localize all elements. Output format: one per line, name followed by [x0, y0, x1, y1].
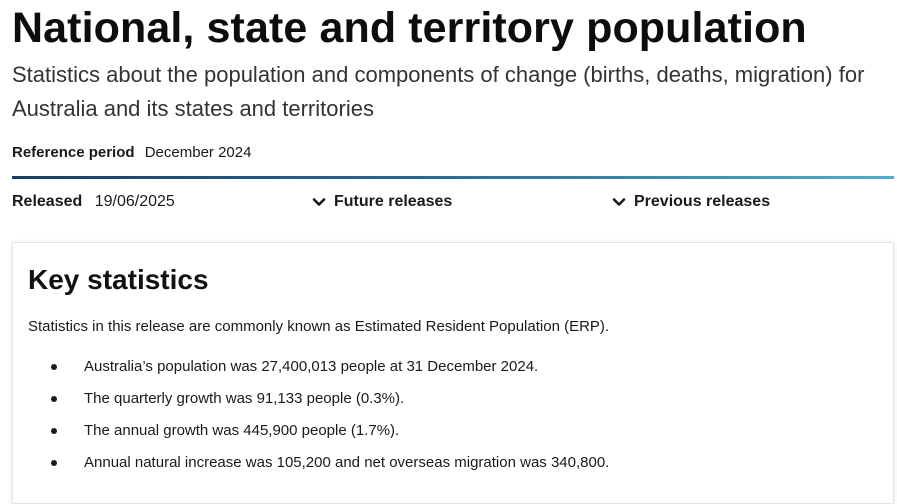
- header-divider: [12, 176, 894, 179]
- key-statistics-card: Key statistics Statistics in this releas…: [12, 242, 894, 504]
- page-subtitle: Statistics about the population and comp…: [12, 62, 865, 121]
- future-releases-toggle[interactable]: Future releases: [312, 192, 452, 212]
- list-item-text: The annual growth was 445,900 people (1.…: [84, 422, 400, 439]
- page-title: National, state and territory population: [12, 4, 807, 52]
- reference-period-value: December 2024: [144, 144, 252, 161]
- list-item-text: The quarterly growth was 91,133 people (…: [84, 390, 405, 407]
- key-statistics-title: Key statistics: [28, 264, 209, 295]
- released-label: Released: [12, 193, 83, 210]
- key-statistics-intro: Statistics in this release are commonly …: [28, 318, 610, 335]
- reference-period: Reference period December 2024: [12, 143, 251, 163]
- bullet-icon: [51, 460, 57, 466]
- released-date-value: 19/06/2025: [94, 193, 175, 210]
- release-info-bar: Released 19/06/2025 Future releases Prev…: [12, 192, 894, 214]
- reference-period-label: Reference period: [12, 144, 135, 161]
- previous-releases-toggle[interactable]: Previous releases: [612, 192, 770, 212]
- bullet-icon: [51, 428, 57, 434]
- chevron-down-icon: [612, 198, 626, 206]
- bullet-icon: [51, 364, 57, 370]
- chevron-down-icon: [312, 198, 326, 206]
- previous-releases-label: Previous releases: [634, 193, 771, 210]
- bullet-icon: [51, 396, 57, 402]
- list-item-text: Annual natural increase was 105,200 and …: [84, 454, 610, 471]
- future-releases-label: Future releases: [334, 193, 453, 210]
- released-date: Released 19/06/2025: [12, 192, 175, 212]
- list-item-text: Australia’s population was 27,400,013 pe…: [84, 358, 539, 375]
